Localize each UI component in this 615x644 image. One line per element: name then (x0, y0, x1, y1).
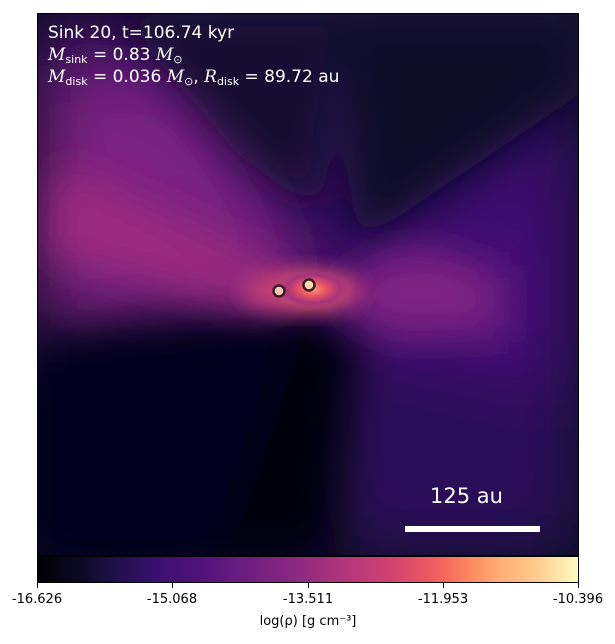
scale-bar (405, 526, 540, 532)
colorbar-tick-label: -10.396 (552, 592, 604, 607)
sink-mass-label: Msink = 0.83 M⊙ (48, 45, 183, 66)
colorbar-tick (172, 583, 173, 588)
colorbar-tick-label: -13.511 (282, 592, 334, 607)
colorbar-label: log(ρ) [g cm⁻³] (259, 614, 357, 629)
scale-bar-label: 125 au (430, 484, 503, 508)
density-image (38, 14, 578, 555)
sink-particle-2 (302, 278, 316, 292)
disk-properties-label: Mdisk = 0.036 M⊙, Rdisk = 89.72 au (48, 67, 340, 88)
colorbar-tick-label: -11.953 (417, 592, 469, 607)
colorbar-tick (37, 583, 38, 588)
sink-particle-1 (272, 284, 286, 298)
colorbar-tick (578, 583, 579, 588)
colorbar-tick-label: -16.626 (11, 592, 63, 607)
colorbar-tick (308, 583, 309, 588)
density-map: Sink 20, t=106.74 kyr Msink = 0.83 M⊙ Md… (37, 13, 579, 556)
colorbar-tick (443, 583, 444, 588)
colorbar-tick-label: -15.068 (146, 592, 198, 607)
colorbar (37, 556, 579, 583)
sink-time-label: Sink 20, t=106.74 kyr (48, 23, 235, 43)
